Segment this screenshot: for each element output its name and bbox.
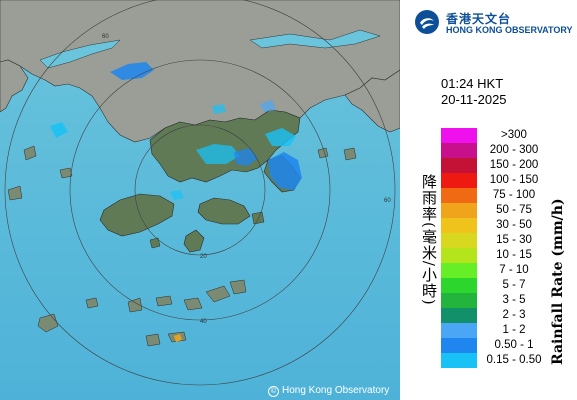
lamma-island xyxy=(183,229,205,253)
lantau-island xyxy=(99,193,175,237)
legend-swatch xyxy=(441,293,477,308)
river-channel xyxy=(249,29,381,49)
island xyxy=(85,297,99,309)
hk-island xyxy=(197,197,251,225)
island xyxy=(23,145,37,161)
range-ring-40 xyxy=(69,59,331,321)
legend-swatch xyxy=(441,158,477,173)
svg-text:60: 60 xyxy=(384,198,391,204)
legend-label: 2 - 3 xyxy=(502,309,526,321)
legend-label: 30 - 50 xyxy=(496,219,532,231)
map-credit: © Hong Kong Observatory xyxy=(268,385,389,397)
legend-label: 15 - 30 xyxy=(496,234,532,246)
logo-name-cn: 香港天文台 xyxy=(446,12,512,26)
cheung-chau xyxy=(149,237,161,249)
svg-text:20: 20 xyxy=(200,254,207,260)
legend-swatch xyxy=(441,353,477,368)
legend-swatch xyxy=(441,143,477,158)
legend-swatch xyxy=(441,218,477,233)
range-rings xyxy=(4,0,396,386)
timestamp-date: 20-11-2025 xyxy=(441,92,507,107)
island xyxy=(205,285,231,303)
legend-swatch xyxy=(441,188,477,203)
island xyxy=(7,185,23,201)
legend-label: 0.15 - 0.50 xyxy=(486,354,542,366)
radar-map[interactable]: 20 40 60 60 © Hong Kong Observatory xyxy=(0,0,400,400)
tung-lung xyxy=(251,211,265,225)
mainland-west xyxy=(0,59,29,113)
legend-label: 7 - 10 xyxy=(499,264,529,276)
legend-swatch xyxy=(441,338,477,353)
legend-swatch xyxy=(441,128,477,143)
legend-swatch xyxy=(441,203,477,218)
mainland-east xyxy=(344,69,400,133)
island xyxy=(155,295,173,307)
island xyxy=(317,147,329,159)
legend-label: 5 - 7 xyxy=(502,279,526,291)
timestamp: 01:24 HKT 20-11-2025 xyxy=(441,76,507,108)
hko-logo-icon xyxy=(415,10,439,34)
svg-text:40: 40 xyxy=(200,319,207,325)
island xyxy=(343,147,357,161)
legend-label: 150 - 200 xyxy=(489,159,539,171)
legend-label: 1 - 2 xyxy=(502,324,526,336)
range-ring-20 xyxy=(134,124,266,256)
island xyxy=(229,279,247,295)
copyright-icon: © xyxy=(268,386,279,397)
legend-swatch xyxy=(441,323,477,338)
legend-label: 100 - 150 xyxy=(489,174,539,186)
timestamp-time: 01:24 HKT xyxy=(441,76,504,91)
rain-echoes xyxy=(50,62,302,342)
legend-panel: 香港天文台 HONG KONG OBSERVATORY 01:24 HKT 20… xyxy=(400,0,577,400)
island xyxy=(59,167,73,179)
island xyxy=(145,333,161,347)
svg-text:60: 60 xyxy=(102,34,109,40)
legend-swatches xyxy=(441,128,477,368)
legend-swatch xyxy=(441,308,477,323)
legend-labels: >300 200 - 300 150 - 200 100 - 150 75 - 100 5… xyxy=(478,128,550,368)
island xyxy=(127,297,143,313)
legend-swatch xyxy=(441,263,477,278)
legend-swatch xyxy=(441,173,477,188)
legend-label: 3 - 5 xyxy=(502,294,526,306)
legend-swatch xyxy=(441,248,477,263)
legend-label: 0.50 - 1 xyxy=(494,339,534,351)
hko-logo: 香港天文台 HONG KONG OBSERVATORY xyxy=(408,6,576,38)
island xyxy=(183,297,203,311)
legend-swatch xyxy=(441,278,477,293)
legend-swatch xyxy=(441,233,477,248)
legend-label: 50 - 75 xyxy=(496,204,532,216)
legend-title-cn: 降雨率(毫米/小時) xyxy=(420,174,438,306)
legend-label: >300 xyxy=(501,129,527,141)
range-ring-60 xyxy=(4,0,396,386)
legend-label: 200 - 300 xyxy=(489,144,539,156)
legend-title-en: Rainfall Rate (mm/h) xyxy=(550,198,566,365)
legend-label: 10 - 15 xyxy=(496,249,532,261)
logo-name-en: HONG KONG OBSERVATORY xyxy=(446,25,573,35)
legend-label: 75 - 100 xyxy=(492,189,536,201)
pearl-river xyxy=(39,39,121,69)
range-ring-labels: 20 40 60 60 xyxy=(102,34,391,325)
